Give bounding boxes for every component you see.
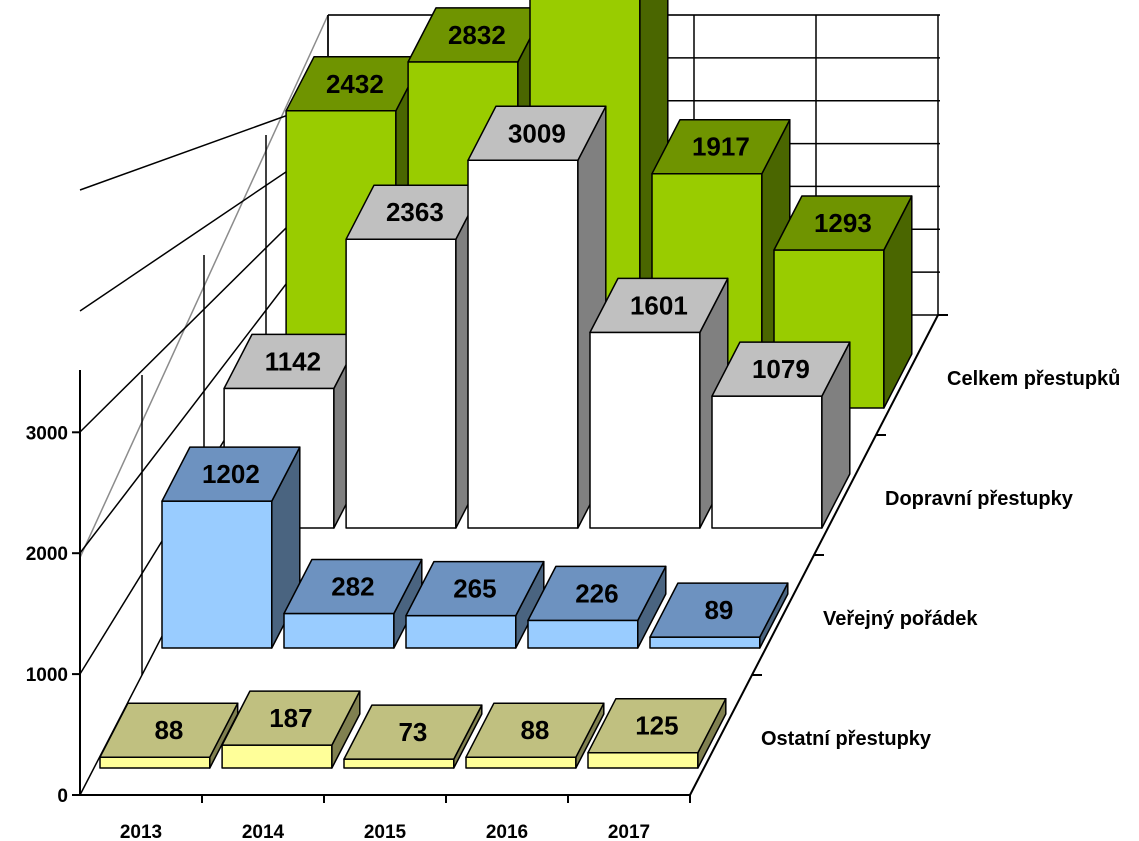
bar-front-face (99, 756, 211, 769)
series-label-verejny-poradek: Veřejný pořádek (823, 608, 978, 630)
bar-top-face (711, 341, 851, 397)
bar-front-face (527, 619, 639, 649)
bar-top-face (221, 690, 361, 746)
bar-dopravni-prestupky-2014: 2363 (345, 184, 485, 529)
bar-dopravni-prestupky-2016: 1601 (589, 277, 729, 529)
data-label-verejny-poradek-2013: 1202 (202, 459, 260, 489)
data-label-dopravni-prestupky-2017: 1079 (752, 354, 810, 384)
y-tick-label-2000: 2000 (26, 544, 68, 565)
bar-top-face (283, 558, 423, 615)
data-label-ostatni-prestupky-2015: 73 (398, 717, 427, 747)
bar-top-face (587, 697, 727, 754)
bar-ostatni-prestupky-2017: 125 (587, 697, 727, 769)
bar-verejny-poradek-2015: 265 (405, 560, 545, 649)
bar-ostatni-prestupky-2016: 88 (465, 702, 605, 769)
bar-ostatni-prestupky-2014: 187 (221, 690, 361, 769)
bar-front-face (161, 500, 273, 649)
y-tick-label-3000: 3000 (26, 423, 68, 444)
series-label-ostatni-prestupky: Ostatní přestupky (761, 728, 932, 750)
chart-axes: 0 1000 2000 3000 2013 2014 2015 2016 2017 Ostatní… (26, 314, 1120, 841)
bar-verejny-poradek-2017: 89 (649, 582, 789, 649)
bar-front-face (283, 612, 395, 649)
data-label-dopravni-prestupky-2014: 2363 (386, 197, 444, 227)
data-label-celkem-prestupku-2017: 1293 (814, 208, 872, 238)
bar-front-face (221, 744, 333, 769)
bar-ostatni-prestupky-2015: 73 (343, 704, 483, 769)
bar-top-face (343, 704, 483, 760)
bar-front-face (345, 238, 457, 529)
series-label-celkem-prestupku: Celkem přestupků (947, 368, 1120, 390)
y-tick-label-1000: 1000 (26, 665, 68, 686)
y-tick-label-0: 0 (57, 786, 68, 807)
bar-verejny-poradek-2014: 282 (283, 558, 423, 649)
bar-front-face (589, 331, 701, 529)
bar-top-face (589, 277, 729, 334)
data-label-celkem-prestupku-2016: 1917 (692, 132, 750, 162)
bar-front-face (711, 395, 823, 529)
data-label-dopravni-prestupky-2016: 1601 (630, 290, 688, 320)
chart-bars: 2432283233471917129311422363300916011079… (99, 0, 913, 769)
data-label-dopravni-prestupky-2015: 3009 (508, 118, 566, 148)
bar-top-face (161, 446, 301, 502)
x-tick-label-2013: 2013 (120, 822, 162, 841)
x-tick-label-2014: 2014 (242, 822, 285, 841)
bar-front-face (467, 159, 579, 529)
bar-front-face (405, 614, 517, 649)
bar-front-face (649, 636, 761, 649)
data-label-ostatni-prestupky-2017: 125 (635, 711, 678, 741)
data-label-celkem-prestupku-2014: 2832 (448, 20, 506, 50)
bar-top-face (773, 195, 913, 251)
x-tick-label-2016: 2016 (486, 822, 528, 841)
bar-front-face (343, 758, 455, 769)
data-label-celkem-prestupku-2013: 2432 (326, 69, 384, 99)
bar-dopravni-prestupky-2017: 1079 (711, 341, 851, 529)
data-label-ostatni-prestupky-2016: 88 (520, 715, 549, 745)
bar-top-face (527, 565, 667, 622)
bar-ostatni-prestupky-2013: 88 (99, 702, 239, 769)
data-label-verejny-poradek-2017: 89 (704, 595, 733, 625)
bar-top-face (405, 560, 545, 617)
bar-top-face (465, 702, 605, 758)
data-label-ostatni-prestupky-2014: 187 (269, 703, 312, 733)
bar-dopravni-prestupky-2015: 3009 (467, 105, 607, 529)
bar-front-face (587, 751, 699, 769)
bar-verejny-poradek-2013: 1202 (161, 446, 301, 649)
series-label-dopravni-prestupky: Dopravní přestupky (885, 488, 1074, 510)
data-label-verejny-poradek-2016: 226 (575, 578, 618, 608)
data-label-ostatni-prestupky-2013: 88 (154, 715, 183, 745)
bar-top-face (99, 702, 239, 758)
data-label-dopravni-prestupky-2013: 1142 (265, 346, 321, 376)
x-tick-label-2015: 2015 (364, 822, 407, 841)
bar-front-face (465, 756, 577, 769)
bar-top-face (649, 582, 789, 638)
bar-verejny-poradek-2016: 226 (527, 565, 667, 649)
x-tick-label-2017: 2017 (608, 822, 650, 841)
bar-top-face (467, 105, 607, 162)
data-label-verejny-poradek-2014: 282 (331, 572, 374, 602)
bar-top-face (651, 118, 791, 175)
data-label-verejny-poradek-2015: 265 (453, 574, 496, 604)
